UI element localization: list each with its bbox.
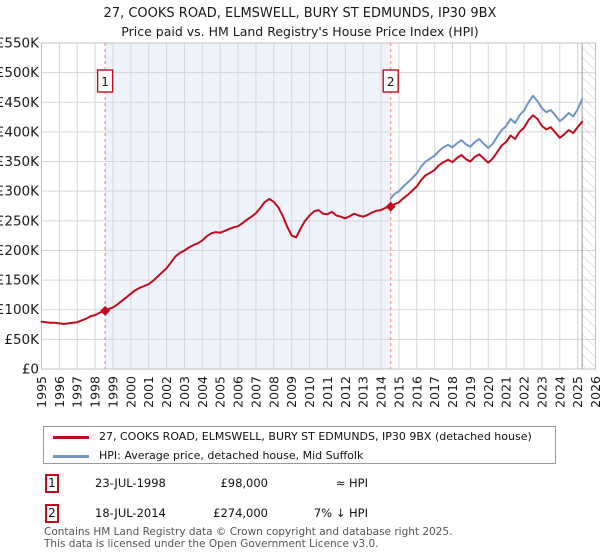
footer-line-2: This data is licensed under the Open Gov…	[44, 537, 379, 550]
footer-line-1: Contains HM Land Registry data © Crown c…	[44, 526, 453, 538]
svg-text:2018: 2018	[445, 376, 460, 408]
svg-text:1998: 1998	[88, 376, 103, 408]
svg-text:2: 2	[387, 75, 395, 89]
sale-1-hpi-relation: ≈ HPI	[335, 476, 368, 490]
legend-hpi-label: HPI: Average price, detached house, Mid …	[99, 449, 364, 462]
svg-text:2013: 2013	[356, 376, 371, 408]
svg-text:2025: 2025	[570, 376, 585, 408]
svg-text:2003: 2003	[177, 376, 192, 408]
svg-text:£200K: £200K	[0, 243, 40, 259]
sale-marker-1-box	[96, 69, 114, 93]
legend-property-label: 27, COOKS ROAD, ELMSWELL, BURY ST EDMUND…	[99, 430, 532, 443]
svg-text:2026: 2026	[588, 376, 600, 408]
svg-text:2010: 2010	[302, 376, 317, 408]
hpi-line-swatch-icon	[53, 455, 89, 458]
sale-marker-2-box	[382, 69, 399, 93]
svg-text:2012: 2012	[338, 376, 353, 408]
legend-row-hpi: HPI: Average price, detached house, Mid …	[44, 447, 555, 465]
svg-text:2024: 2024	[552, 376, 567, 408]
sale-span-shading	[105, 43, 391, 369]
svg-text:£550K: £550K	[0, 36, 40, 52]
svg-text:£100K: £100K	[0, 302, 40, 318]
y-axis-labels: £0 £50K £100K £150K £200K £250K £300K £350K £400…	[0, 36, 40, 378]
sale-2-date: 18-JUL-2014	[95, 506, 166, 520]
svg-text:1999: 1999	[105, 376, 120, 408]
svg-text:2016: 2016	[409, 376, 424, 408]
sale-2-point	[385, 201, 396, 212]
svg-text:2004: 2004	[195, 376, 210, 408]
svg-text:2022: 2022	[517, 376, 532, 408]
legend-row-property: 27, COOKS ROAD, ELMSWELL, BURY ST EDMUND…	[44, 428, 555, 446]
svg-text:2000: 2000	[123, 376, 138, 408]
chart-series-lines	[40, 94, 584, 325]
svg-text:£400K: £400K	[0, 124, 40, 140]
sale-2-marker-box: 2	[45, 504, 59, 523]
page-title: 27, COOKS ROAD, ELMSWELL, BURY ST EDMUND…	[103, 6, 497, 21]
svg-text:2017: 2017	[427, 376, 442, 408]
sale-2-hpi-relation: 7% ↓ HPI	[313, 506, 368, 520]
property-line-swatch-icon	[53, 436, 89, 439]
license-footer: Contains HM Land Registry data © Crown c…	[44, 526, 600, 550]
svg-text:2019: 2019	[463, 376, 478, 408]
sale-2-price: £274,000	[213, 506, 268, 520]
svg-text:£350K: £350K	[0, 154, 40, 170]
svg-text:2011: 2011	[320, 376, 335, 408]
svg-text:£450K: £450K	[0, 95, 40, 111]
svg-text:£150K: £150K	[0, 273, 40, 289]
x-axis-labels: 1995 1996 1997 1998 1999 2000 2001 2002 2003 2004…	[34, 376, 600, 408]
svg-text:2020: 2020	[481, 376, 496, 408]
svg-text:2006: 2006	[231, 376, 246, 408]
sale-1-marker-box: 1	[45, 474, 59, 493]
sale-1-date: 23-JUL-1998	[95, 476, 166, 490]
svg-text:1995: 1995	[34, 376, 49, 408]
svg-text:2014: 2014	[374, 376, 389, 408]
svg-text:£50K: £50K	[4, 332, 40, 348]
svg-text:2001: 2001	[141, 376, 156, 408]
svg-text:1996: 1996	[52, 376, 67, 408]
svg-text:2005: 2005	[213, 376, 228, 408]
chart-legend: 27, COOKS ROAD, ELMSWELL, BURY ST EDMUND…	[43, 426, 556, 464]
svg-text:2009: 2009	[284, 376, 299, 408]
svg-text:1: 1	[101, 75, 109, 89]
svg-text:2002: 2002	[159, 376, 174, 408]
svg-text:2015: 2015	[391, 376, 406, 408]
svg-text:1997: 1997	[70, 376, 85, 408]
sale-point-markers	[100, 201, 396, 316]
sale-1-price: £98,000	[220, 476, 268, 490]
svg-text:£300K: £300K	[0, 184, 40, 200]
sale-annotation-row-2: 2 18-JUL-2014 £274,000 7% ↓ HPI	[0, 504, 600, 526]
svg-text:2021: 2021	[499, 376, 514, 408]
svg-text:2007: 2007	[248, 376, 263, 408]
svg-text:£250K: £250K	[0, 213, 40, 229]
svg-text:2023: 2023	[534, 376, 549, 408]
svg-text:£500K: £500K	[0, 65, 40, 81]
sale-annotation-row-1: 1 23-JUL-1998 £98,000 ≈ HPI	[0, 474, 600, 496]
svg-text:2008: 2008	[266, 376, 281, 408]
page-subtitle: Price paid vs. HM Land Registry's House …	[121, 24, 479, 39]
future-hatch-region	[581, 43, 596, 369]
svg-text:£0: £0	[22, 362, 39, 378]
sale-1-point	[100, 305, 111, 316]
